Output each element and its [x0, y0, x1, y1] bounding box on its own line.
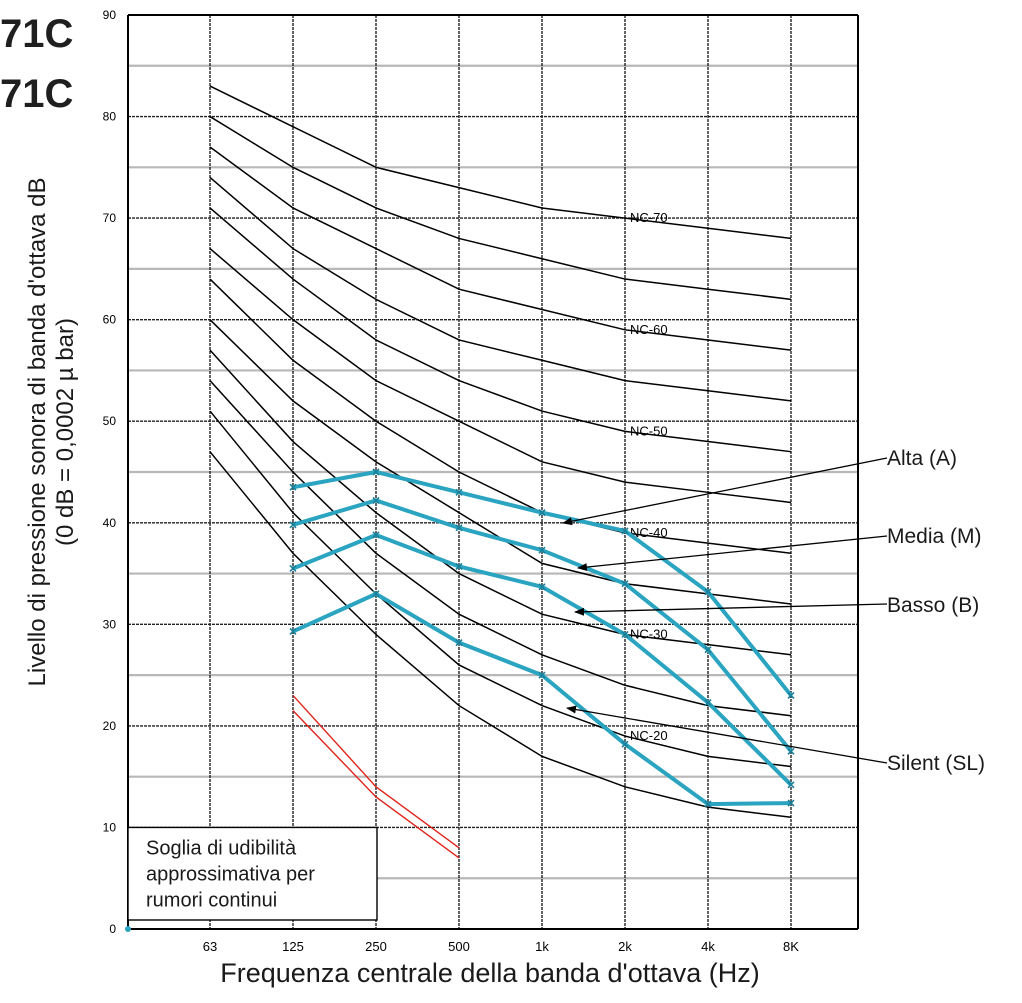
y-axis-label-line-2: (0 dB = 0,0002 µ bar) — [52, 318, 79, 546]
x-tick-label: 4k — [701, 939, 715, 954]
series-point — [621, 580, 629, 588]
x-tick-label: 8K — [783, 939, 799, 954]
nc-curve-label: NC-20 — [630, 728, 668, 743]
nc-curve — [209, 410, 792, 768]
nc-curve — [209, 248, 792, 504]
threshold-label-line: Soglia di udibilità — [146, 837, 297, 859]
axes — [125, 14, 859, 932]
y-tick-label: 60 — [103, 313, 117, 327]
y-tick-label: 30 — [103, 617, 117, 631]
series-point — [704, 698, 712, 707]
model-title-2: 71C — [0, 72, 74, 116]
y-tick-labels: 0 10 20 30 40 50 60 70 80 90 — [103, 8, 117, 936]
series-point — [704, 588, 712, 596]
nc-curve — [209, 146, 792, 351]
series-point — [372, 590, 380, 598]
horizontal-gridlines — [128, 14, 858, 930]
threshold-line — [292, 710, 460, 859]
nc-curve — [209, 85, 792, 240]
series-point — [455, 488, 463, 496]
series-point — [787, 781, 795, 789]
origin-dot — [125, 926, 131, 932]
y-tick-label: 50 — [103, 414, 117, 428]
nc-curve — [209, 319, 792, 605]
legend-label: Alta (A) — [887, 447, 957, 470]
nc-curve-labels: NC-70 NC-60 NC-50 NC-40 NC-30 NC-20 — [630, 210, 668, 743]
legend-leader-line — [577, 535, 888, 572]
x-tick-labels: 63 125 250 500 1k 2k 4k 8K — [203, 939, 800, 954]
y-tick-label: 20 — [103, 719, 117, 733]
nc-curve — [209, 176, 792, 402]
series-point — [289, 627, 297, 636]
y-tick-label: 80 — [103, 110, 117, 124]
nc-curve — [209, 115, 792, 301]
threshold-line — [292, 694, 460, 849]
x-tick-label: 250 — [365, 939, 387, 954]
legend-label: Media (M) — [887, 525, 982, 548]
y-tick-label: 40 — [103, 516, 117, 530]
series-point — [704, 646, 712, 654]
series-point — [455, 639, 463, 647]
y-tick-label: 70 — [103, 211, 117, 225]
x-tick-label: 500 — [448, 939, 470, 954]
x-tick-label: 1k — [535, 939, 549, 954]
series-point — [787, 747, 795, 755]
nc-curve — [209, 451, 792, 819]
y-axis-label: Livello di pressione sonora di banda d'o… — [24, 178, 80, 687]
nc-curve-label: NC-60 — [630, 322, 668, 337]
series-point — [704, 800, 712, 808]
y-tick-label: 10 — [103, 820, 117, 834]
series-point — [538, 671, 546, 679]
series-lines — [289, 468, 795, 808]
nc-curve-label: NC-30 — [630, 626, 668, 641]
threshold-label-line: rumori continui — [146, 889, 277, 911]
legend-leader-line — [562, 457, 888, 526]
nc-curve — [209, 380, 792, 717]
threshold-label-box: Soglia di udibilità approssimativa per rum… — [127, 826, 378, 921]
nc-curve — [209, 349, 792, 656]
threshold-label-line: approssimativa per — [146, 863, 315, 885]
series-point — [538, 583, 546, 591]
nc-curve-label: NC-40 — [630, 525, 668, 540]
threshold-lines — [292, 694, 460, 859]
x-tick-label: 125 — [282, 939, 304, 954]
threshold-box-frame — [127, 826, 378, 921]
series-point — [538, 509, 546, 517]
legend-label: Silent (SL) — [887, 752, 985, 775]
series-legend: Alta (A) Media (M) Basso (B) Silent (SL) — [562, 447, 985, 775]
series-point — [289, 483, 297, 491]
series-point — [289, 564, 297, 573]
nc-curve-label: NC-50 — [630, 423, 668, 438]
model-title-1: 71C — [0, 12, 74, 56]
series-point — [621, 630, 629, 639]
series-point — [289, 521, 297, 529]
series-point — [372, 496, 380, 505]
x-axis-label: Frequenza centrale della banda d'ottava … — [220, 958, 760, 988]
series-point — [787, 691, 795, 699]
nc-curve — [209, 278, 792, 554]
nc-curve — [209, 207, 792, 453]
series-point — [621, 527, 629, 535]
y-tick-label: 90 — [103, 8, 117, 22]
series-point — [538, 546, 546, 554]
series-point — [455, 562, 463, 571]
series-point — [372, 531, 380, 539]
series-point — [372, 468, 380, 476]
y-axis-label-line-1: Livello di pressione sonora di banda d'o… — [24, 177, 51, 687]
legend-label: Basso (B) — [887, 594, 979, 617]
series-point — [621, 740, 629, 748]
x-tick-label: 63 — [203, 939, 217, 954]
legend-leader-line — [574, 603, 888, 616]
x-tick-label: 2k — [618, 939, 632, 954]
y-tick-label: 0 — [109, 922, 116, 936]
legend-leader-line — [566, 705, 888, 764]
series-point — [455, 524, 463, 532]
nc-curve-label: NC-70 — [630, 210, 668, 225]
series-point — [787, 799, 795, 807]
nc-curves — [209, 85, 792, 819]
